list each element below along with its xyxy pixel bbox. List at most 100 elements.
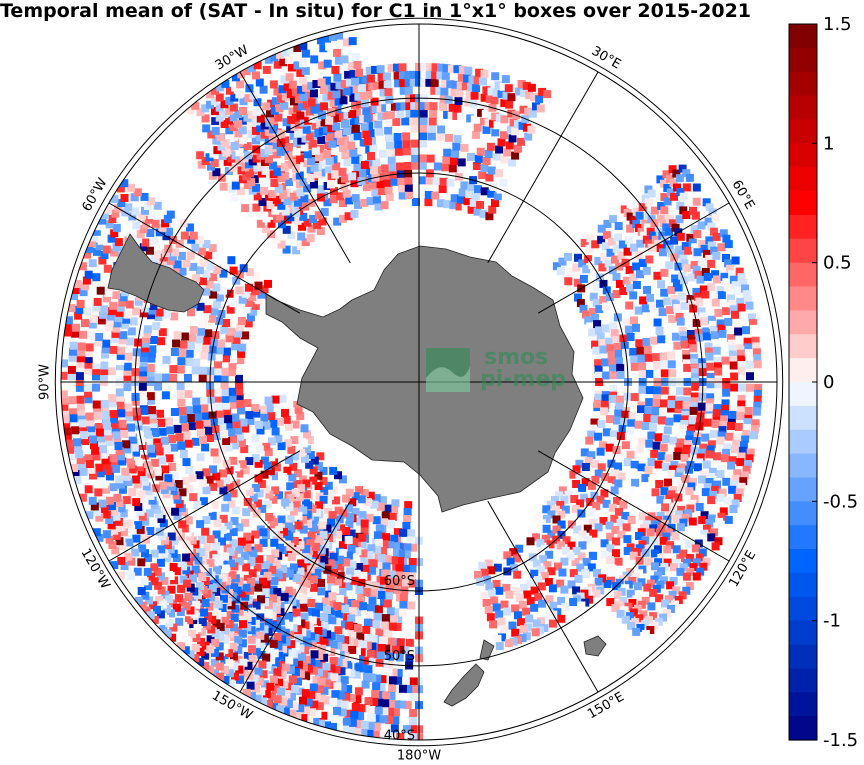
data-cell <box>114 238 123 247</box>
data-cell <box>283 197 292 206</box>
data-cell <box>492 603 501 612</box>
data-cell <box>514 635 522 644</box>
data-cell <box>519 583 528 592</box>
data-cell <box>397 177 406 185</box>
data-cell <box>129 438 138 447</box>
data-cell <box>495 113 504 122</box>
data-cell <box>285 99 294 108</box>
data-cell <box>258 405 267 414</box>
data-cell <box>348 560 357 569</box>
data-cell <box>299 714 308 723</box>
data-cell <box>695 553 704 562</box>
data-cell <box>299 662 308 671</box>
data-cell <box>289 192 298 201</box>
data-cell <box>142 334 151 343</box>
data-cell <box>708 467 717 476</box>
data-cell <box>603 219 612 228</box>
data-cell <box>315 536 324 545</box>
data-cell <box>225 421 234 430</box>
data-cell <box>600 252 609 261</box>
data-cell <box>267 453 276 462</box>
data-cell <box>264 448 273 457</box>
data-cell <box>336 192 345 201</box>
data-cell <box>638 370 647 379</box>
data-cell <box>201 661 210 670</box>
data-cell <box>360 122 369 131</box>
data-cell <box>140 406 149 415</box>
data-cell <box>320 670 329 679</box>
data-cell <box>309 441 318 450</box>
data-cell <box>672 477 681 485</box>
data-cell <box>293 712 302 720</box>
data-cell <box>186 414 195 423</box>
data-cell <box>239 135 247 144</box>
data-cell <box>97 316 106 325</box>
data-cell <box>276 661 285 670</box>
data-cell <box>394 571 403 580</box>
data-cell <box>742 465 751 474</box>
data-cell <box>716 436 725 445</box>
data-cell <box>419 132 428 141</box>
data-cell <box>301 238 310 247</box>
data-cell <box>584 316 593 325</box>
data-cell <box>195 471 204 480</box>
data-cell <box>115 499 124 507</box>
data-cell <box>420 78 429 87</box>
data-cell <box>145 596 154 605</box>
data-cell <box>101 485 110 494</box>
colorbar-tick-label: -1 <box>823 611 841 632</box>
data-cell <box>737 452 746 461</box>
data-cell <box>284 612 293 621</box>
data-cell <box>636 445 644 454</box>
data-cell <box>189 231 198 240</box>
data-cell <box>375 524 384 533</box>
data-cell <box>141 416 150 425</box>
data-cell <box>117 346 126 355</box>
data-cell <box>712 409 721 418</box>
data-cell <box>663 558 672 567</box>
data-cell <box>101 345 110 354</box>
data-cell <box>649 231 658 240</box>
data-cell <box>243 613 252 622</box>
data-cell <box>303 430 311 439</box>
data-cell <box>561 546 570 555</box>
data-cell <box>429 109 438 118</box>
data-cell <box>299 506 308 515</box>
data-cell <box>558 257 567 266</box>
data-cell <box>225 482 234 491</box>
data-cell <box>310 625 319 634</box>
data-cell <box>365 513 374 522</box>
data-cell <box>116 351 125 360</box>
data-cell <box>680 420 689 428</box>
data-cell <box>171 491 180 500</box>
data-cell <box>377 554 386 563</box>
data-cell <box>754 383 763 392</box>
data-cell <box>393 63 401 72</box>
data-cell <box>320 687 329 695</box>
data-cell <box>351 194 360 203</box>
data-cell <box>128 488 137 497</box>
data-cell <box>112 512 121 521</box>
data-cell <box>685 173 694 182</box>
data-cell <box>343 158 352 167</box>
data-cell <box>558 568 567 577</box>
data-cell <box>669 436 678 445</box>
data-cell <box>92 400 101 409</box>
colorbar-segment <box>789 668 817 693</box>
data-cell <box>120 194 129 202</box>
data-cell <box>609 384 618 393</box>
data-cell <box>325 639 334 648</box>
data-cell <box>356 76 365 85</box>
data-cell <box>371 650 380 659</box>
data-cell <box>686 567 695 576</box>
data-cell <box>350 710 359 719</box>
data-cell <box>301 706 310 715</box>
data-cell <box>557 510 566 519</box>
data-cell <box>656 580 665 589</box>
data-cell <box>613 591 622 600</box>
data-cell <box>614 349 623 358</box>
data-cell <box>76 456 85 465</box>
data-cell <box>689 477 697 486</box>
data-cell <box>373 714 382 723</box>
data-cell <box>609 215 618 224</box>
